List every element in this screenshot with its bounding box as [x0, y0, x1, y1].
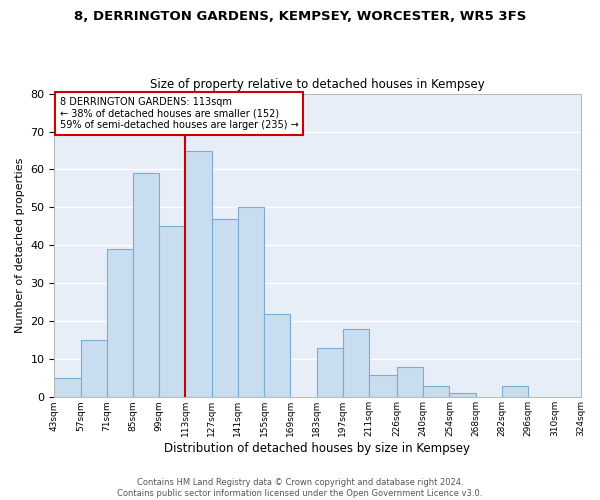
Text: 8, DERRINGTON GARDENS, KEMPSEY, WORCESTER, WR5 3FS: 8, DERRINGTON GARDENS, KEMPSEY, WORCESTE…	[74, 10, 526, 23]
Text: Contains HM Land Registry data © Crown copyright and database right 2024.
Contai: Contains HM Land Registry data © Crown c…	[118, 478, 482, 498]
Title: Size of property relative to detached houses in Kempsey: Size of property relative to detached ho…	[150, 78, 485, 91]
Bar	[107, 249, 133, 398]
Bar	[502, 386, 528, 398]
Bar	[80, 340, 107, 398]
Bar	[369, 374, 397, 398]
Bar	[238, 208, 264, 398]
Bar	[185, 150, 212, 398]
Bar	[133, 174, 159, 398]
Text: 8 DERRINGTON GARDENS: 113sqm
← 38% of detached houses are smaller (152)
59% of s: 8 DERRINGTON GARDENS: 113sqm ← 38% of de…	[59, 96, 298, 130]
Bar	[212, 219, 238, 398]
Y-axis label: Number of detached properties: Number of detached properties	[15, 158, 25, 333]
Bar	[264, 314, 290, 398]
Bar	[449, 394, 476, 398]
Bar	[343, 329, 369, 398]
Bar	[397, 367, 423, 398]
Bar	[159, 226, 185, 398]
Bar	[423, 386, 449, 398]
Bar	[317, 348, 343, 398]
X-axis label: Distribution of detached houses by size in Kempsey: Distribution of detached houses by size …	[164, 442, 470, 455]
Bar	[55, 378, 80, 398]
